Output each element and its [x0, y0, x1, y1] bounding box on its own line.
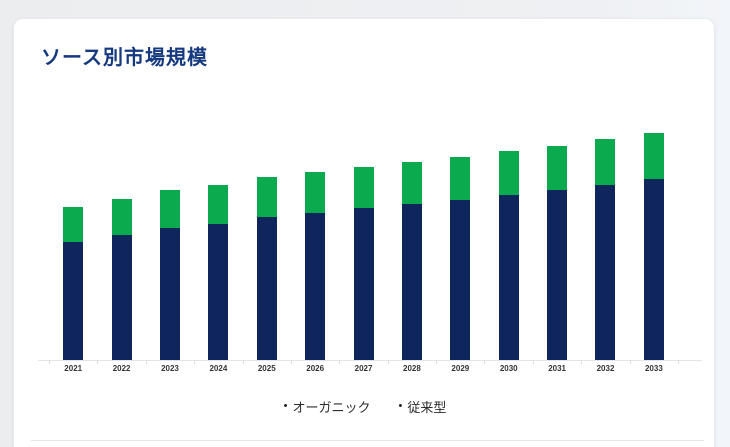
stacked-bar-2023	[159, 190, 180, 360]
bar-segment-organic-2030	[498, 195, 519, 360]
stacked-bar-2030	[498, 151, 519, 360]
axis-tick	[194, 360, 196, 364]
x-axis-label-2032: 2032	[596, 364, 615, 373]
stacked-bar-2024	[208, 185, 229, 360]
bar-segment-organic-2027	[353, 208, 374, 360]
x-axis-labels: 2021 2022 2023 2024 2025 2026 2027 2028 2029 2030…	[49, 364, 678, 373]
bar-segment-conventional-2022	[111, 199, 132, 235]
legend-item-organic: • オーガニック	[284, 397, 371, 416]
x-axis-label-2026: 2026	[306, 364, 325, 373]
bar-group-2021	[49, 130, 97, 360]
bar-group-2024	[194, 130, 242, 360]
bar-segment-conventional-2033	[643, 133, 664, 179]
x-axis-label-2028: 2028	[403, 364, 421, 373]
axis-tick	[436, 360, 438, 364]
bar-segment-conventional-2029	[450, 157, 471, 200]
bar-group-2033	[630, 130, 678, 360]
bar-segment-conventional-2032	[595, 139, 616, 185]
x-axis-label-2023: 2023	[161, 364, 179, 373]
x-axis-label-2031: 2031	[548, 364, 566, 373]
stacked-bar-2031	[547, 146, 568, 360]
x-axis-label-2024: 2024	[209, 364, 228, 373]
stacked-bar-2026	[305, 172, 326, 360]
axis-tick	[49, 360, 50, 364]
card-bottom-divider	[31, 440, 704, 441]
bar-group-2026	[291, 130, 339, 360]
bar-segment-organic-2025	[256, 217, 277, 360]
axis-tick	[387, 360, 389, 364]
x-axis-label-2030: 2030	[499, 364, 518, 373]
axis-tick	[581, 360, 583, 364]
legend-item-conventional: • 従来型	[399, 397, 447, 416]
axis-tick	[629, 360, 631, 364]
legend-bullet-icon: •	[283, 400, 288, 412]
bar-segment-organic-2031	[547, 190, 568, 360]
stacked-bar-2022	[111, 199, 132, 360]
legend-bullet-icon: •	[398, 400, 403, 412]
bar-segment-conventional-2027	[353, 167, 374, 208]
bar-group-2032	[581, 130, 629, 360]
x-axis-label-2029: 2029	[451, 364, 470, 373]
x-axis-label-2021: 2021	[64, 364, 83, 373]
legend-label-conventional: 従来型	[407, 400, 447, 415]
x-axis-line	[38, 360, 702, 361]
bar-segment-organic-2026	[305, 213, 326, 360]
bar-segment-organic-2033	[643, 179, 664, 360]
x-axis-label-2022: 2022	[112, 364, 131, 373]
bar-group-2030	[485, 130, 533, 360]
axis-tick	[532, 360, 534, 364]
x-axis-label-2027: 2027	[354, 364, 373, 373]
bar-chart-plot-area	[49, 130, 678, 360]
bar-segment-organic-2022	[111, 235, 132, 360]
bar-segment-conventional-2023	[159, 190, 180, 228]
bar-segment-organic-2023	[159, 228, 180, 360]
stacked-bar-2028	[401, 162, 422, 360]
x-axis-ticks	[49, 360, 679, 364]
axis-tick	[290, 360, 292, 364]
bar-segment-conventional-2028	[401, 162, 422, 204]
axis-tick	[97, 360, 99, 364]
chart-card: ソース別市場規模 2021 2022 2023 2024 2025 2026 2027 202…	[13, 18, 715, 447]
bar-segment-organic-2021	[63, 242, 84, 360]
bar-segment-organic-2029	[450, 200, 471, 360]
chart-legend: • オーガニック • 従来型	[14, 397, 716, 416]
bar-segment-conventional-2025	[256, 177, 277, 217]
bar-group-2029	[436, 130, 484, 360]
stacked-bar-2025	[256, 177, 277, 360]
bar-segment-conventional-2030	[498, 151, 519, 195]
bar-segment-conventional-2031	[547, 146, 568, 190]
stacked-bar-2027	[353, 167, 374, 360]
bar-segment-organic-2028	[401, 204, 422, 360]
bar-segment-organic-2032	[595, 185, 616, 360]
axis-tick	[484, 360, 486, 364]
bar-segment-conventional-2024	[208, 185, 229, 224]
axis-tick	[242, 360, 244, 364]
legend-label-organic: オーガニック	[292, 400, 371, 415]
x-axis-label-2025: 2025	[257, 364, 276, 373]
bar-group-2028	[388, 130, 436, 360]
stacked-bar-2033	[643, 133, 664, 360]
stacked-bar-2032	[595, 139, 616, 360]
axis-tick	[145, 360, 147, 364]
axis-tick	[339, 360, 341, 364]
bar-group-2027	[339, 130, 387, 360]
bar-group-2023	[146, 130, 194, 360]
stacked-bar-2021	[63, 207, 84, 360]
x-axis-label-2033: 2033	[644, 364, 663, 373]
stacked-bar-2029	[450, 157, 471, 360]
bar-group-2031	[533, 130, 581, 360]
bar-segment-organic-2024	[208, 224, 229, 360]
bar-group-2025	[243, 130, 291, 360]
bar-group-2022	[97, 130, 145, 360]
axis-tick	[678, 360, 679, 364]
bar-segment-conventional-2021	[63, 207, 84, 242]
chart-title: ソース別市場規模	[41, 47, 208, 69]
bar-segment-conventional-2026	[305, 172, 326, 213]
